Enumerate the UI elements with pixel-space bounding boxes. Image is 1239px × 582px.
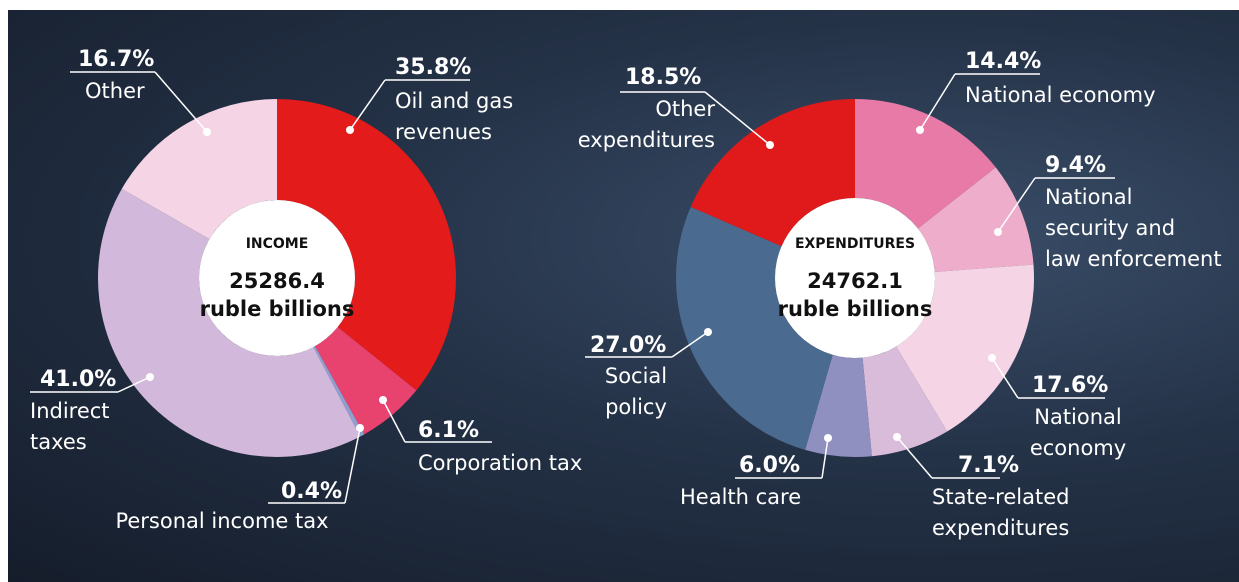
leader-line <box>704 91 771 146</box>
donut-slice <box>855 99 996 229</box>
value-label: 7.1% <box>958 453 1020 478</box>
donut-slice <box>805 354 872 457</box>
center-total: 25286.4 <box>229 269 325 293</box>
donut-hole <box>775 198 935 358</box>
donut-slice <box>676 206 833 450</box>
leader-line <box>896 436 933 479</box>
value-label: 18.5% <box>625 65 702 90</box>
category-label: Oil and gas revenues <box>395 89 514 144</box>
leader-dot <box>704 328 712 336</box>
donut-slice <box>277 99 456 391</box>
value-label: 35.8% <box>395 55 472 80</box>
category-label: Health care <box>680 485 802 509</box>
value-label: 17.6% <box>1032 373 1109 398</box>
leader-line <box>344 427 361 504</box>
donut-hole <box>199 200 355 356</box>
leader-dot <box>988 354 996 362</box>
value-label: 6.1% <box>418 418 480 443</box>
donut-slice <box>896 264 1034 432</box>
leader-line <box>154 71 208 133</box>
leader-line <box>117 376 151 393</box>
leader-line <box>997 177 1036 233</box>
value-label: 0.4% <box>280 479 342 504</box>
donut-slice <box>917 167 1034 272</box>
donut-slice <box>121 98 277 240</box>
donut-slice <box>690 99 855 247</box>
value-label: 6.0% <box>738 453 800 478</box>
center-unit: ruble billions <box>200 297 355 321</box>
leader-dot <box>994 228 1002 236</box>
category-label: Other expenditures <box>577 97 715 152</box>
leader-line <box>349 79 386 131</box>
category-label: National economy <box>965 83 1156 107</box>
leader-line <box>991 357 1019 399</box>
leader-line <box>821 437 829 479</box>
donut-slice <box>313 346 365 437</box>
value-label: 9.4% <box>1045 153 1107 178</box>
category-label: State-related expenditures <box>932 485 1070 540</box>
value-label: 41.0% <box>40 367 117 392</box>
value-label: 16.7% <box>78 47 155 72</box>
donut-slice <box>862 346 948 457</box>
category-label: National economy <box>1029 405 1127 460</box>
category-label: Other <box>85 79 145 103</box>
leader-dot <box>893 433 901 441</box>
leader-line <box>382 399 406 443</box>
leader-dot <box>824 434 832 442</box>
leader-dot <box>146 373 154 381</box>
category-label: National security and law enforcement <box>1045 185 1222 271</box>
leader-line <box>919 73 956 131</box>
center-total: 24762.1 <box>807 269 903 293</box>
category-label: Social policy <box>604 364 668 419</box>
leader-dot <box>766 141 774 149</box>
center-title: EXPENDITURES <box>795 236 915 252</box>
center-unit: ruble billions <box>778 297 933 321</box>
donut-slice <box>315 326 417 435</box>
category-label: Corporation tax <box>418 451 583 475</box>
category-label: Personal income tax <box>115 509 329 533</box>
center-title: INCOME <box>246 236 309 252</box>
leader-dot <box>346 126 354 134</box>
donut-slice <box>97 188 361 457</box>
category-label: Indirect taxes <box>30 399 110 454</box>
leader-line <box>671 331 709 358</box>
value-label: 27.0% <box>590 333 667 358</box>
leader-dot <box>379 396 387 404</box>
leader-dot <box>203 128 211 136</box>
leader-dot <box>356 424 364 432</box>
leader-dot <box>916 126 924 134</box>
value-label: 14.4% <box>965 49 1042 74</box>
